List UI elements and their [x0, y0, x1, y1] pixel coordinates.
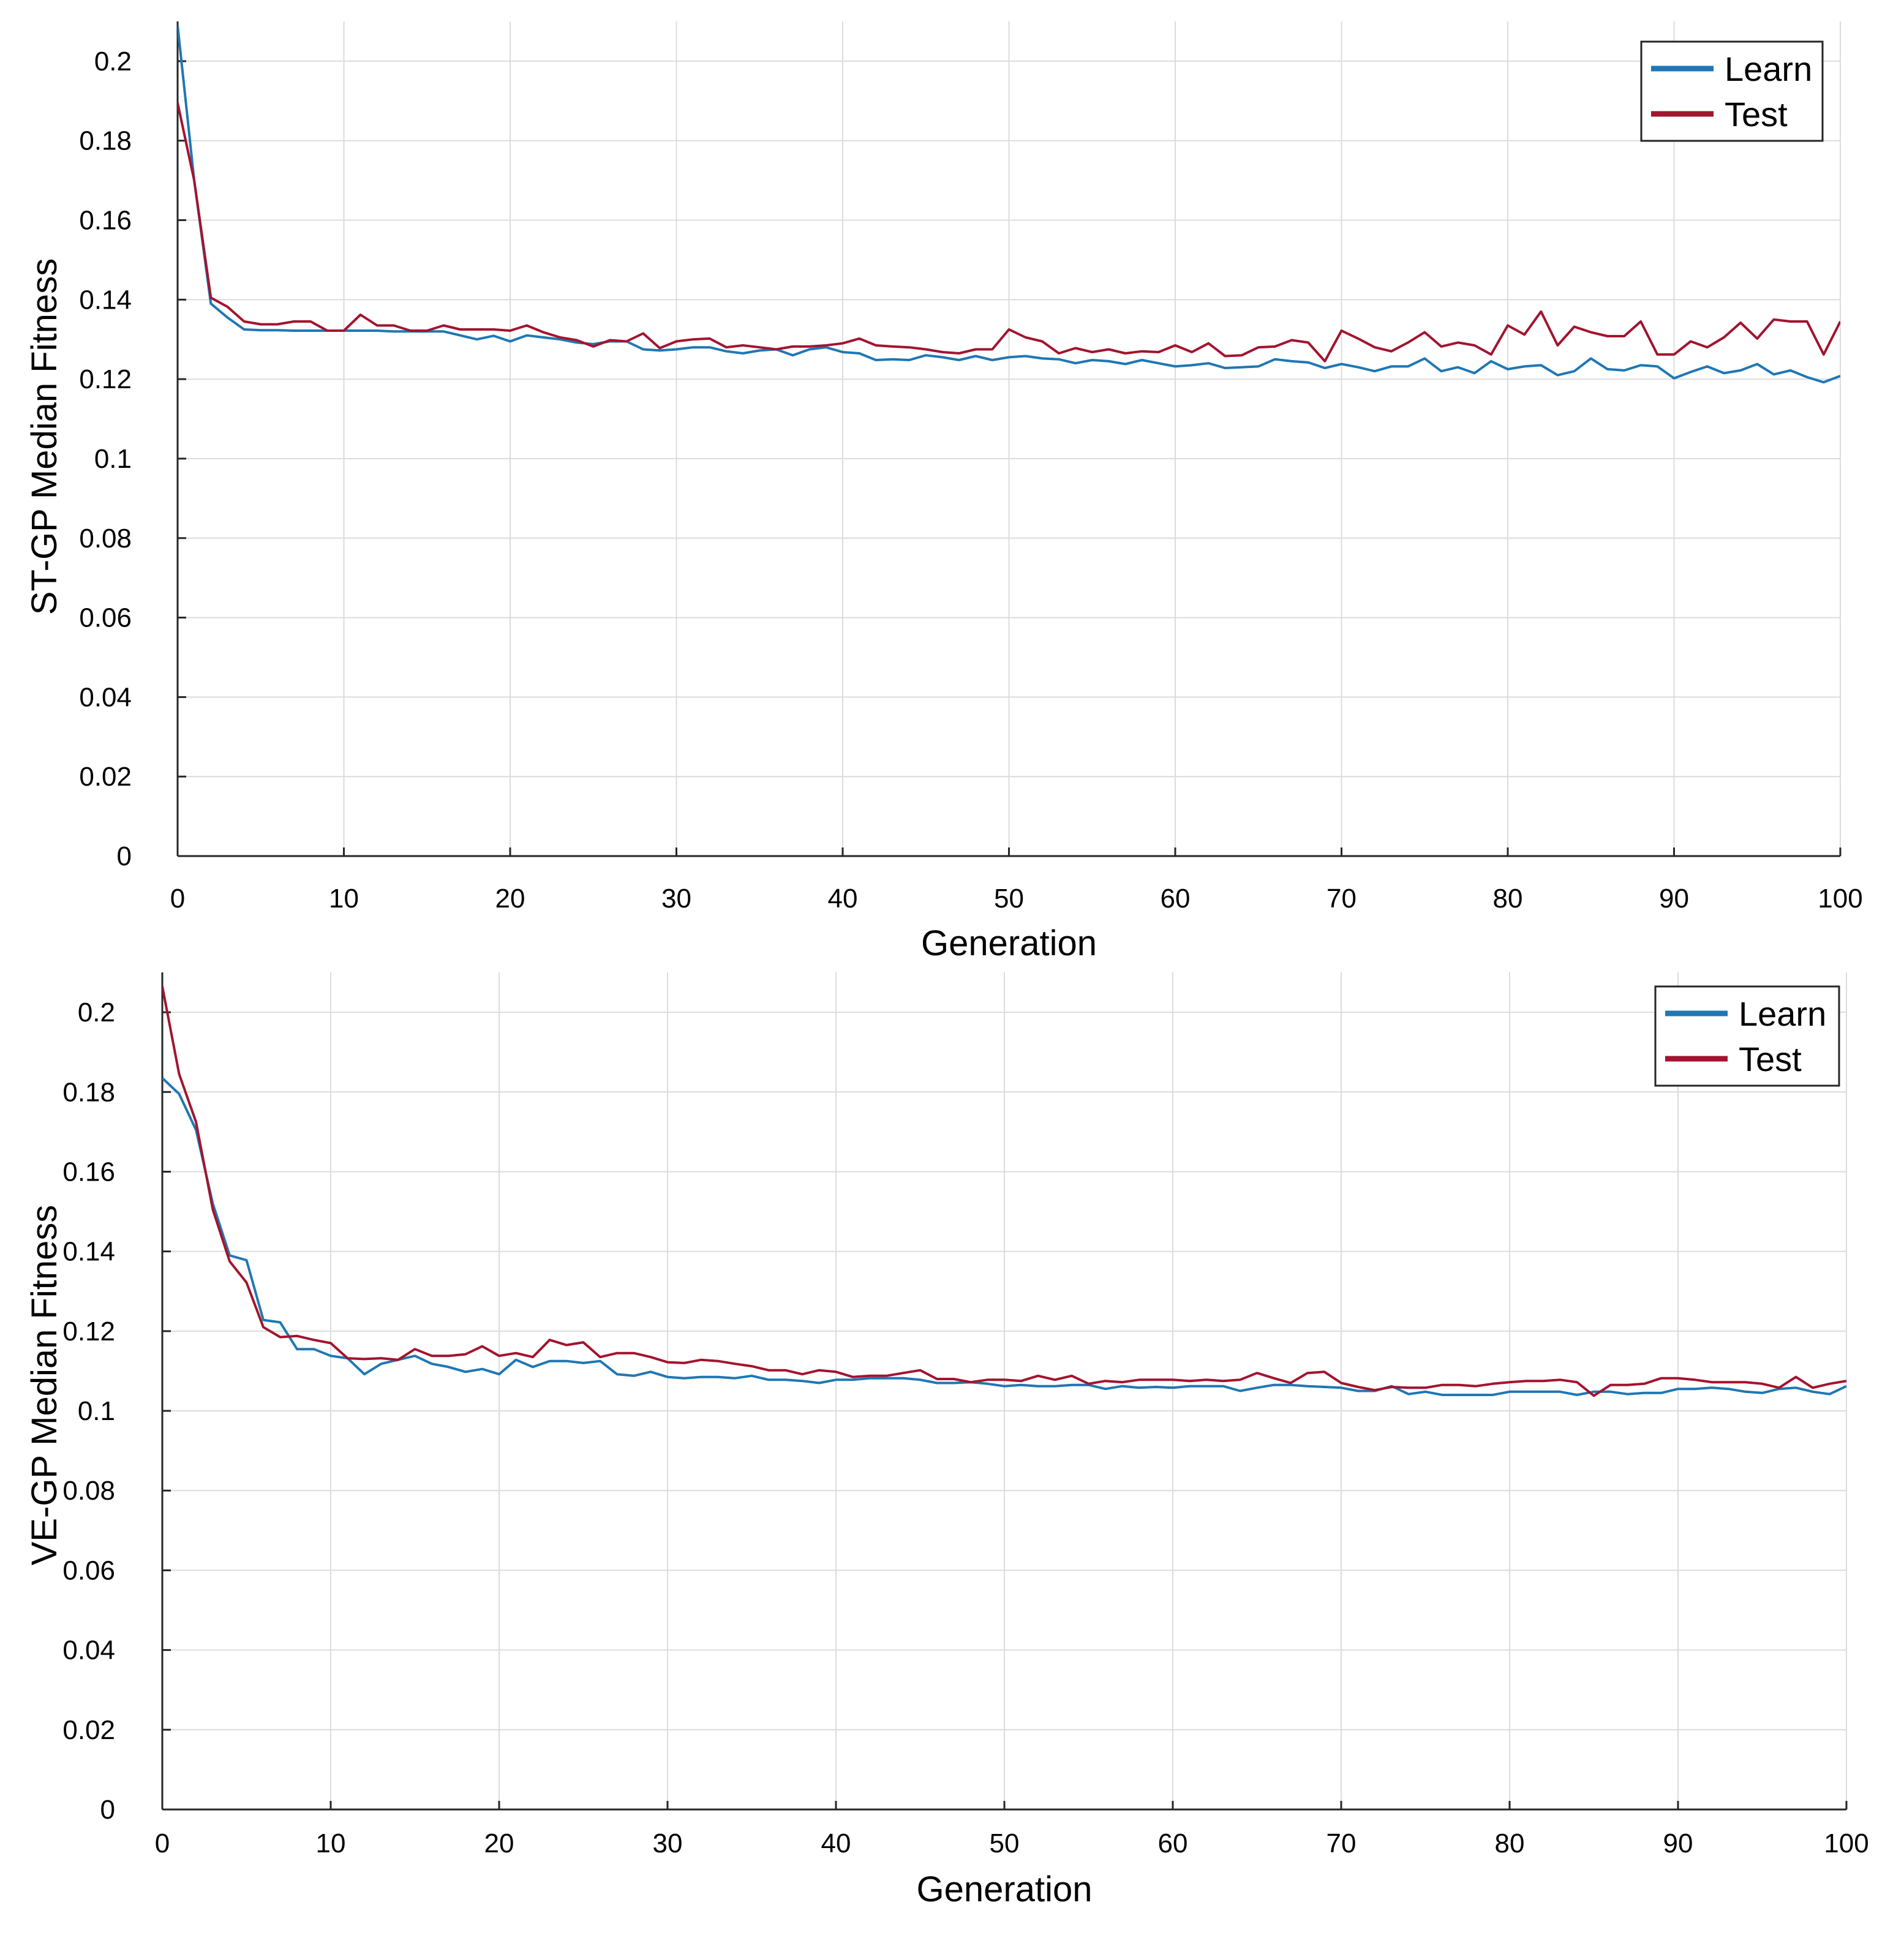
- series-line-learn: [162, 1077, 1846, 1396]
- legend-box: [1654, 985, 1840, 1087]
- chart-ve-gp: 0 10 20 30 40 50 60 70 80 90 100 0 0.02 0.04 0.06 0.08 0…: [24, 972, 1869, 1909]
- y-axis-label: VE-GP Median Fitness: [24, 1205, 64, 1566]
- x-tick-label: 70: [1326, 1828, 1357, 1858]
- series-line-test: [162, 986, 1846, 1397]
- y-tick-label: 0.02: [62, 1715, 115, 1745]
- y-tick-label: 0.18: [62, 1077, 115, 1107]
- x-tick-label: 20: [484, 1828, 514, 1858]
- y-tick-label: 0.08: [62, 1476, 115, 1506]
- legend: Learn Test: [1654, 985, 1840, 1087]
- y-tick-label: 0.18: [79, 126, 132, 156]
- plot-area: [178, 25, 1840, 384]
- y-tick-label: 0.08: [79, 524, 132, 554]
- y-tick-label: 0.12: [79, 364, 132, 394]
- y-tick-label: 0.12: [62, 1317, 115, 1347]
- x-tick-label: 10: [329, 884, 359, 914]
- x-axis-label: Generation: [921, 923, 1097, 963]
- y-tick-label: 0.1: [78, 1396, 115, 1426]
- legend: Learn Test: [1640, 40, 1824, 142]
- x-tick-label: 70: [1326, 884, 1357, 914]
- legend-label-learn: Learn: [1739, 994, 1826, 1033]
- legend-label-test: Test: [1739, 1040, 1802, 1078]
- x-tick-label: 90: [1659, 884, 1689, 914]
- x-tick-label: 40: [821, 1828, 851, 1858]
- x-tick-label: 100: [1824, 1828, 1868, 1858]
- x-tick-label: 50: [990, 1828, 1020, 1858]
- y-tick-label: 0.1: [94, 444, 132, 474]
- y-tick-label: 0.16: [79, 206, 132, 236]
- x-tick-label: 10: [316, 1828, 346, 1858]
- legend-label-test: Test: [1725, 95, 1788, 133]
- x-tick-label: 60: [1161, 884, 1191, 914]
- y-tick-label: 0.04: [62, 1636, 115, 1666]
- series-line-learn: [178, 25, 1840, 384]
- x-tick-label: 100: [1818, 884, 1862, 914]
- x-tick-label: 0: [170, 884, 185, 914]
- x-axis-label: Generation: [917, 1869, 1093, 1909]
- y-tick-label: 0.14: [79, 285, 132, 315]
- legend-box: [1640, 40, 1824, 142]
- y-tick-label: 0: [100, 1795, 115, 1825]
- y-axis-label: ST-GP Median Fitness: [24, 258, 64, 615]
- x-tick-label: 30: [653, 1828, 683, 1858]
- y-tick-label: 0.16: [62, 1157, 115, 1187]
- y-tick-label: 0: [117, 841, 132, 871]
- x-tick-label: 0: [155, 1828, 170, 1858]
- y-tick-label: 0.2: [78, 998, 115, 1028]
- y-tick-label: 0.02: [79, 762, 132, 792]
- x-tick-label: 80: [1493, 884, 1523, 914]
- x-tick-label: 80: [1495, 1828, 1525, 1858]
- y-tick-label: 0.14: [62, 1237, 115, 1267]
- y-tick-label: 0.2: [94, 47, 132, 77]
- plot-area: [162, 986, 1846, 1397]
- y-tick-label: 0.06: [79, 603, 132, 633]
- y-tick-label: 0.04: [79, 682, 132, 712]
- x-tick-label: 40: [828, 884, 858, 914]
- x-tick-label: 60: [1158, 1828, 1188, 1858]
- legend-label-learn: Learn: [1725, 50, 1812, 88]
- y-tick-label: 0.06: [62, 1555, 115, 1585]
- x-tick-label: 20: [495, 884, 525, 914]
- x-tick-label: 90: [1663, 1828, 1693, 1858]
- series-line-test: [178, 102, 1840, 363]
- x-tick-label: 50: [994, 884, 1024, 914]
- x-tick-label: 30: [661, 884, 691, 914]
- chart-st-gp: 0 10 20 30 40 50 60 70 80 90 100 0 0.02 0.04 0.06 0.08 0…: [24, 21, 1863, 963]
